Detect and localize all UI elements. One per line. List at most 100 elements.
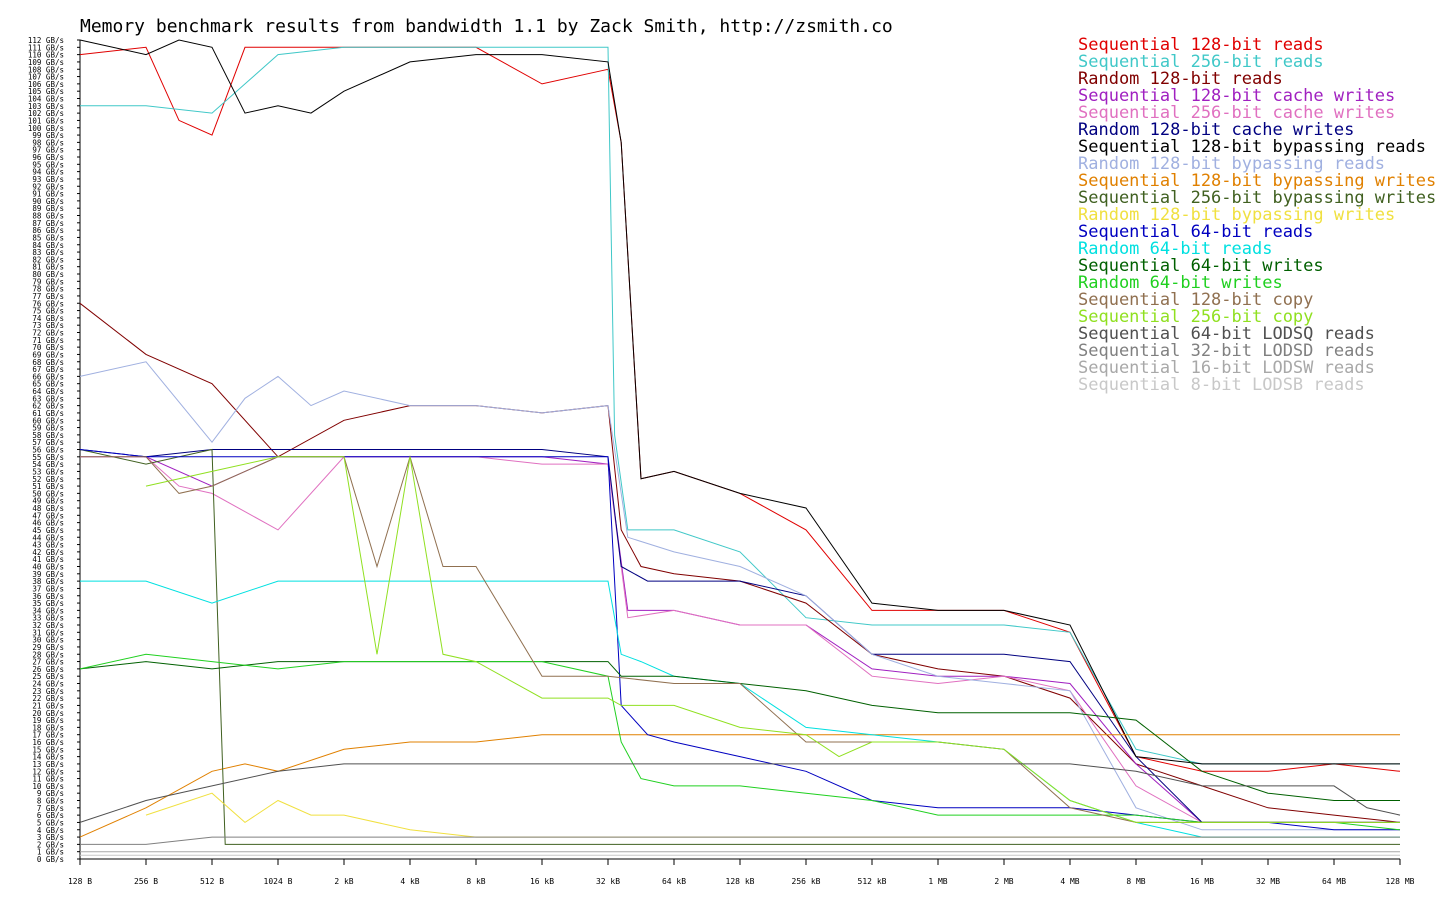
y-tick-label: 102 GB/s bbox=[28, 109, 64, 118]
legend-item: Sequential 256-bit bypassing writes bbox=[1078, 188, 1437, 208]
y-tick-label: 10 GB/s bbox=[32, 782, 64, 791]
x-tick-label: 4 kB bbox=[400, 877, 419, 886]
series-line bbox=[79, 763, 1401, 823]
legend-item: Sequential 256-bit cache writes bbox=[1078, 103, 1396, 123]
y-tick-label: 65 GB/s bbox=[32, 380, 64, 389]
legend-item: Random 64-bit reads bbox=[1078, 239, 1273, 259]
legend-item: Sequential 128-bit cache writes bbox=[1078, 86, 1396, 106]
y-tick-label: 110 GB/s bbox=[28, 51, 64, 60]
series-line bbox=[145, 792, 1400, 838]
y-tick-label: 16 GB/s bbox=[32, 738, 64, 747]
y-tick-label: 28 GB/s bbox=[32, 650, 64, 659]
y-tick-label: 47 GB/s bbox=[32, 511, 64, 520]
x-tick-label: 8 kB bbox=[466, 877, 485, 886]
x-tick-label: 1024 B bbox=[264, 877, 293, 886]
series-line bbox=[79, 449, 1400, 823]
y-tick-label: 22 GB/s bbox=[32, 694, 64, 703]
y-tick-label: 18 GB/s bbox=[32, 723, 64, 732]
y-tick-label: 72 GB/s bbox=[32, 329, 64, 338]
y-tick-label: 49 GB/s bbox=[32, 497, 64, 506]
y-tick-label: 48 GB/s bbox=[32, 504, 64, 513]
legend-item: Sequential 128-bit bypassing reads bbox=[1078, 137, 1426, 157]
y-tick-label: 0 GB/s bbox=[37, 855, 64, 864]
y-tick-label: 71 GB/s bbox=[32, 336, 64, 345]
chart-title: Memory benchmark results from bandwidth … bbox=[80, 16, 893, 37]
y-tick-label: 109 GB/s bbox=[28, 58, 64, 67]
y-tick-label: 85 GB/s bbox=[32, 233, 64, 242]
y-tick-label: 25 GB/s bbox=[32, 672, 64, 681]
legend-item: Sequential 256-bit copy bbox=[1078, 307, 1314, 327]
series-line bbox=[145, 456, 1400, 823]
y-tick-label: 41 GB/s bbox=[32, 555, 64, 564]
legend-item: Sequential 256-bit reads bbox=[1078, 52, 1324, 72]
y-tick-label: 37 GB/s bbox=[32, 584, 64, 593]
y-tick-label: 92 GB/s bbox=[32, 182, 64, 191]
y-tick-label: 97 GB/s bbox=[32, 146, 64, 155]
series-line bbox=[79, 734, 1400, 838]
x-tick-label: 16 MB bbox=[1190, 877, 1214, 886]
y-tick-label: 112 GB/s bbox=[28, 36, 64, 45]
y-tick-label: 93 GB/s bbox=[32, 175, 64, 184]
y-tick-label: 66 GB/s bbox=[32, 372, 64, 381]
x-tick-label: 1 MB bbox=[928, 877, 947, 886]
x-tick-label: 256 B bbox=[134, 877, 158, 886]
y-tick-label: 1 GB/s bbox=[37, 848, 64, 857]
series-line bbox=[80, 455, 1400, 823]
y-tick-label: 81 GB/s bbox=[32, 263, 64, 272]
y-tick-label: 63 GB/s bbox=[32, 394, 64, 403]
series-line bbox=[79, 449, 1400, 831]
x-tick-label: 128 B bbox=[68, 877, 92, 886]
series-line bbox=[79, 661, 1400, 801]
y-tick-label: 106 GB/s bbox=[28, 80, 64, 89]
y-tick-label: 3 GB/s bbox=[37, 833, 64, 842]
y-tick-label: 83 GB/s bbox=[32, 248, 64, 257]
y-tick-label: 79 GB/s bbox=[32, 277, 64, 286]
y-tick-label: 40 GB/s bbox=[32, 563, 64, 572]
y-tick-label: 6 GB/s bbox=[37, 811, 64, 820]
x-tick-label: 2 kB bbox=[334, 877, 353, 886]
x-tick-label: 512 kB bbox=[858, 877, 887, 886]
y-tick-label: 26 GB/s bbox=[32, 665, 64, 674]
y-tick-label: 105 GB/s bbox=[28, 87, 64, 96]
y-tick-label: 29 GB/s bbox=[32, 643, 64, 652]
y-tick-label: 61 GB/s bbox=[32, 409, 64, 418]
x-tick-label: 128 kB bbox=[726, 877, 755, 886]
y-tick-label: 33 GB/s bbox=[32, 614, 64, 623]
series-line bbox=[79, 361, 1400, 831]
y-tick-label: 59 GB/s bbox=[32, 424, 64, 433]
y-tick-label: 80 GB/s bbox=[32, 270, 64, 279]
series-line bbox=[80, 456, 1400, 823]
y-tick-label: 19 GB/s bbox=[32, 716, 64, 725]
legend-item: Random 64-bit writes bbox=[1078, 273, 1283, 293]
y-tick-label: 103 GB/s bbox=[28, 102, 64, 111]
y-tick-label: 36 GB/s bbox=[32, 592, 64, 601]
x-tick-label: 256 kB bbox=[792, 877, 821, 886]
y-tick-label: 68 GB/s bbox=[32, 358, 64, 367]
y-tick-label: 38 GB/s bbox=[32, 577, 64, 586]
y-tick-label: 96 GB/s bbox=[32, 153, 64, 162]
y-tick-label: 54 GB/s bbox=[32, 460, 64, 469]
y-tick-label: 8 GB/s bbox=[37, 797, 64, 806]
y-tick-label: 74 GB/s bbox=[32, 314, 64, 323]
y-tick-label: 35 GB/s bbox=[32, 599, 64, 608]
y-tick-label: 91 GB/s bbox=[32, 190, 64, 199]
y-tick-label: 58 GB/s bbox=[32, 431, 64, 440]
x-tick-label: 4 MB bbox=[1060, 877, 1079, 886]
legend-item: Sequential 64-bit reads bbox=[1078, 222, 1314, 242]
series-line bbox=[79, 302, 1401, 823]
y-tick-label: 23 GB/s bbox=[32, 687, 64, 696]
y-tick-label: 39 GB/s bbox=[32, 570, 64, 579]
y-tick-label: 31 GB/s bbox=[32, 628, 64, 637]
y-tick-label: 88 GB/s bbox=[32, 212, 64, 221]
y-tick-label: 57 GB/s bbox=[32, 438, 64, 447]
legend-item: Sequential 64-bit LODSQ reads bbox=[1078, 324, 1375, 344]
y-tick-label: 55 GB/s bbox=[32, 453, 64, 462]
y-tick-label: 69 GB/s bbox=[32, 350, 64, 359]
y-tick-label: 51 GB/s bbox=[32, 482, 64, 491]
y-tick-label: 43 GB/s bbox=[32, 541, 64, 550]
y-tick-label: 101 GB/s bbox=[28, 116, 64, 125]
y-tick-label: 84 GB/s bbox=[32, 241, 64, 250]
series-line bbox=[80, 580, 1400, 838]
y-tick-label: 53 GB/s bbox=[32, 467, 64, 476]
